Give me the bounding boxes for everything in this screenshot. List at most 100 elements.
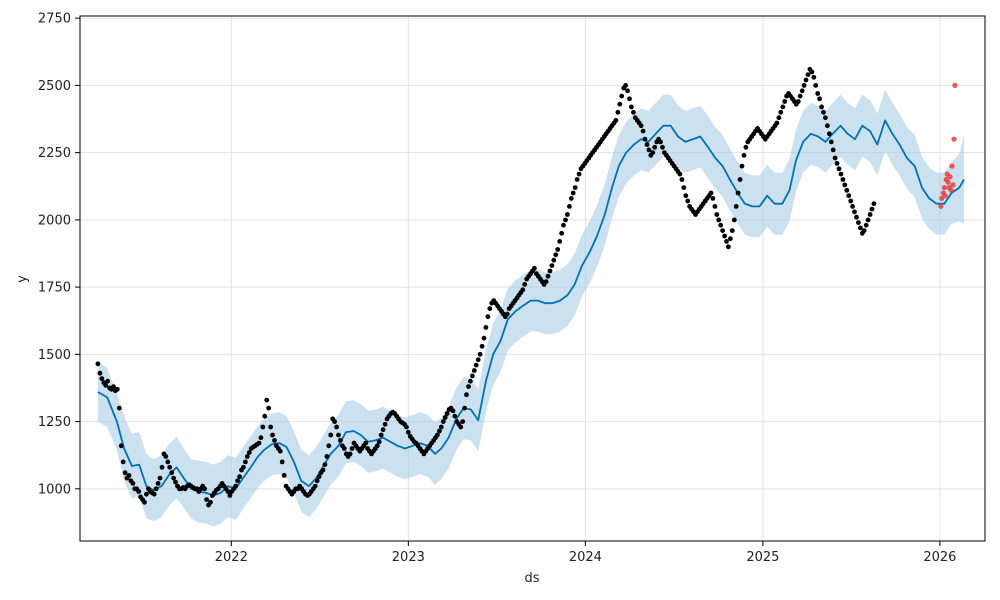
observed-point [326,443,332,449]
observed-point [650,150,656,156]
observed-point [850,204,855,209]
observed-point [861,228,867,234]
observed-point [799,88,805,94]
observed-point [815,91,821,96]
uncertainty-band-area [97,89,965,527]
observed-point [613,118,619,123]
observed-point [780,104,786,110]
observed-point [312,483,318,489]
observed-point [869,206,875,212]
observed-point [404,424,409,430]
future-actual-point [949,163,955,169]
observed-point [568,196,574,201]
observed-point [836,166,842,172]
observed-point [627,96,632,102]
observed-point [485,314,491,320]
observed-point [776,115,782,121]
observed-point [136,489,142,494]
observed-point [683,193,689,199]
observed-point [867,212,873,217]
observed-point [844,187,850,193]
observed-point [167,464,173,470]
observed-point [629,104,634,110]
y-tick-label: 2750 [38,12,71,27]
observed-point [237,474,243,480]
observed-point [473,362,479,368]
future-actual-point [945,179,951,185]
observed-point [561,222,566,228]
observed-point [797,93,803,99]
observed-point [743,144,749,150]
observed-point [165,459,171,465]
observed-point [660,144,665,150]
observed-point [328,432,334,438]
observed-point [120,459,126,465]
observed-point [316,474,322,480]
observed-point [171,475,177,481]
observed-point [153,486,159,492]
future-actual-point [950,182,956,188]
observed-point [712,204,718,209]
future-actual-point [951,136,957,142]
observed-point [111,384,116,389]
observed-point [640,128,646,134]
observed-point [819,104,824,110]
observed-point [272,438,277,443]
observed-point [322,462,328,467]
observed-point [208,499,213,505]
forecast-series-line [97,119,965,497]
observed-point [243,459,248,465]
observed-point [623,83,628,88]
observed-point [241,464,246,470]
y-tick-label: 1000 [38,482,71,497]
observed-point [270,432,275,438]
observed-point [642,136,648,142]
y-tick-label: 1250 [38,415,71,430]
observed-point [685,198,691,204]
observed-point [262,413,268,419]
observed-point [266,405,272,411]
observed-point [244,454,250,459]
observed-point [450,408,456,414]
observed-point [464,392,469,398]
observed-point [852,209,857,215]
observed-point [801,83,807,88]
observed-point [615,109,621,115]
observed-point [551,257,557,263]
y-axis-label: y [15,275,30,283]
observed-point [458,424,464,430]
observed-point [225,489,231,494]
observed-point [710,196,716,201]
observed-point [452,413,458,419]
y-tick-label: 1500 [38,348,71,363]
observed-point [741,152,747,158]
observed-point [854,214,859,220]
observed-point [726,244,731,250]
observed-point [468,378,473,384]
observed-point [347,451,353,457]
observed-point [572,185,578,191]
observed-point [813,83,819,88]
observed-point [479,343,485,349]
observed-point [202,486,208,492]
observed-point [376,439,382,445]
observed-point [405,429,411,435]
observed-point [871,201,877,207]
observed-point [97,370,103,376]
observed-point [332,419,337,424]
observed-point [708,190,714,196]
observed-point [334,424,339,430]
observed-point [246,450,252,455]
future-actual-point [952,82,958,88]
observed-point [739,163,745,169]
observed-point [555,247,561,252]
x-tick-label: 2023 [392,550,425,565]
observed-point [574,177,580,182]
observed-point [823,115,828,121]
observed-point [549,263,555,268]
observed-point [733,204,739,209]
observed-point [470,373,475,379]
observed-point [142,499,147,505]
observed-point [163,454,169,459]
